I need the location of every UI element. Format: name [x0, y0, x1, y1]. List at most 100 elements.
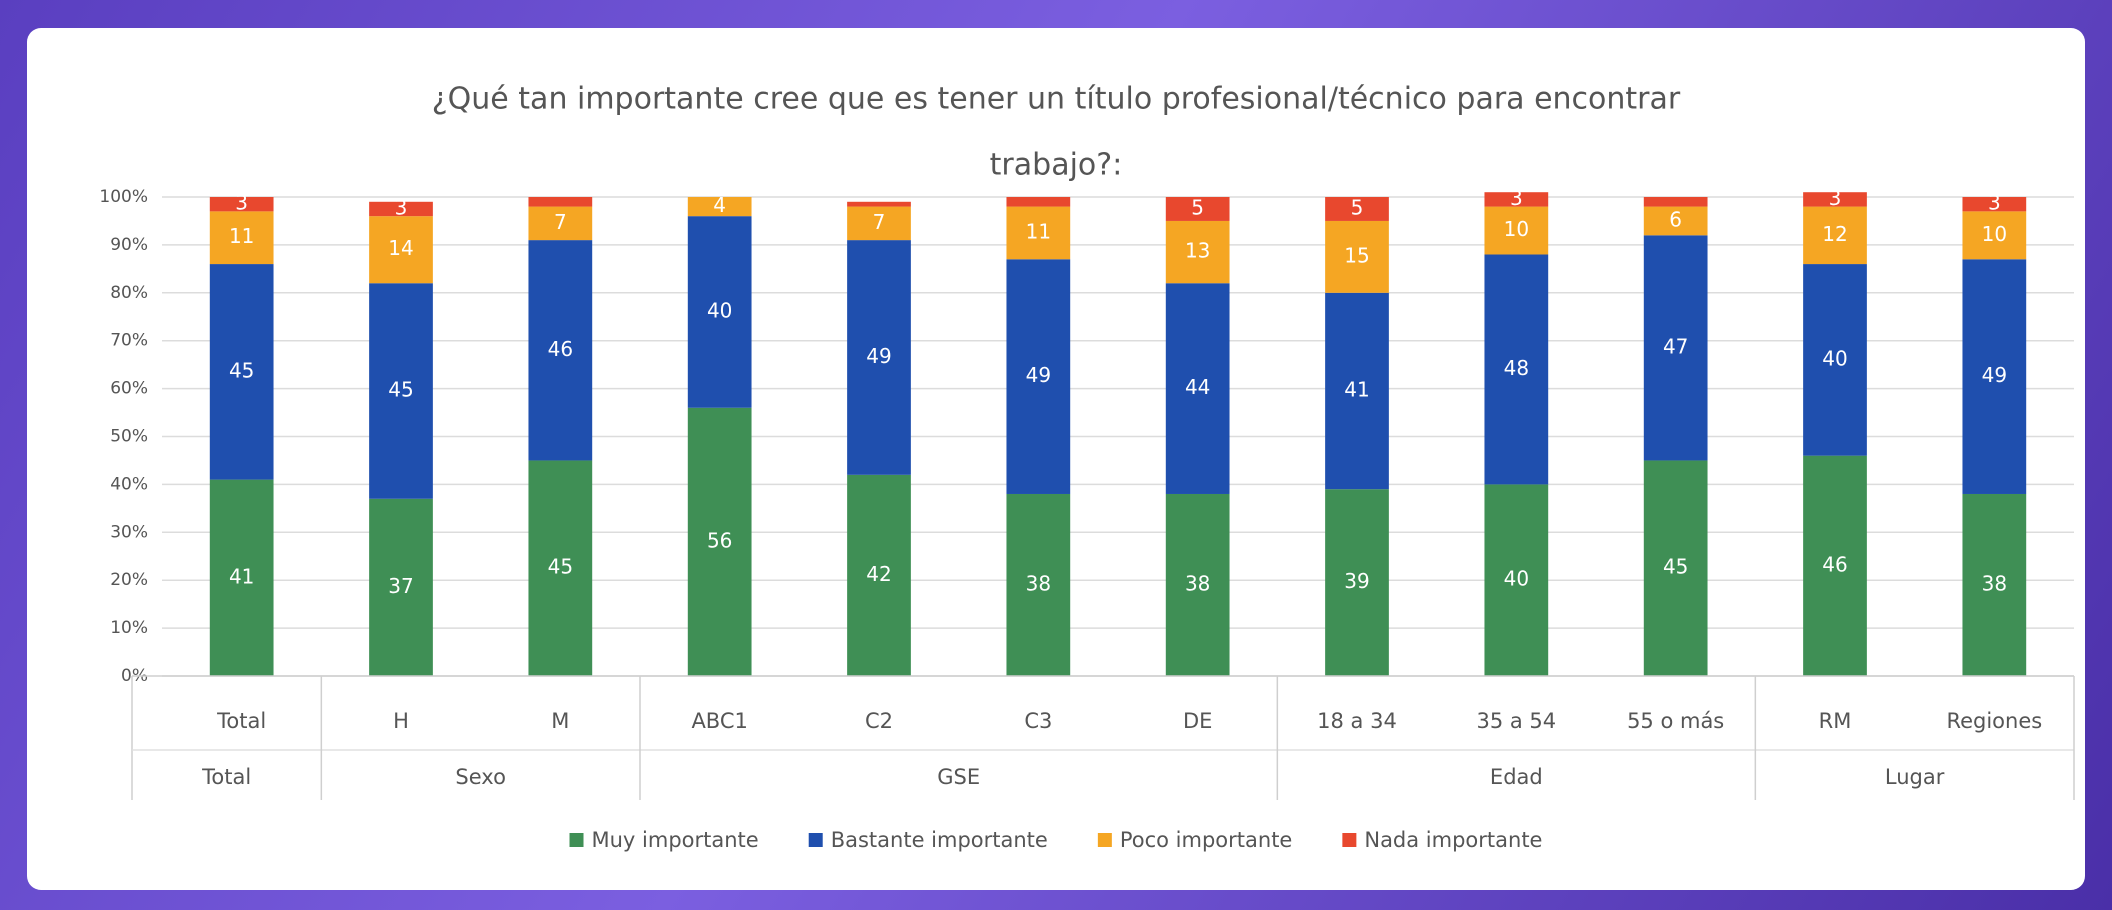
- group-label: Total: [201, 765, 251, 789]
- y-tick-label: 60%: [110, 379, 148, 399]
- bar-segment: [369, 498, 433, 676]
- data-label: 7: [554, 210, 567, 234]
- bar-segment: [1643, 206, 1708, 236]
- bar-segment: [847, 201, 911, 207]
- bar-segment: [369, 201, 433, 217]
- bar-segment: [1643, 197, 1708, 207]
- x-tick-label: 18 a 34: [1317, 709, 1397, 733]
- data-label: 38: [1982, 571, 2007, 595]
- data-label: 46: [1822, 552, 1847, 576]
- x-tick-label: 35 a 54: [1476, 709, 1556, 733]
- bar-segment: [687, 216, 752, 408]
- bar-segment: [1803, 206, 1867, 265]
- data-label: 42: [866, 562, 891, 586]
- data-label: 14: [388, 236, 413, 260]
- data-label: 13: [1185, 239, 1210, 263]
- data-label: 10: [1504, 217, 1529, 241]
- y-tick-label: 80%: [110, 283, 148, 303]
- data-label: 41: [1344, 377, 1369, 401]
- bar-segment: [209, 211, 274, 265]
- bar-segment: [528, 240, 593, 461]
- bar-segment: [687, 407, 752, 676]
- y-tick-label: 90%: [110, 235, 148, 255]
- bar-segment: [1006, 493, 1071, 676]
- bar-segment: [1962, 493, 2027, 676]
- x-tick-label: H: [393, 709, 409, 733]
- data-label: 49: [866, 344, 891, 368]
- bar-segment: [1484, 484, 1549, 676]
- bar-segment: [1006, 259, 1071, 494]
- data-label: 40: [1822, 346, 1847, 370]
- bar-segment: [1006, 206, 1071, 260]
- data-label: 41: [229, 564, 254, 588]
- bar-segment: [528, 460, 593, 676]
- data-label: 3: [1510, 186, 1523, 210]
- x-tick-label: RM: [1819, 709, 1852, 733]
- legend-swatch: [1097, 833, 1112, 847]
- y-tick-label: 100%: [99, 187, 148, 207]
- bar-segment: [528, 206, 593, 241]
- data-label: 4: [713, 193, 726, 217]
- data-label: 45: [229, 358, 254, 382]
- data-label: 47: [1663, 334, 1688, 358]
- chart-title: ¿Qué tan importante cree que es tener un…: [432, 82, 1681, 117]
- bar-segment: [209, 264, 274, 480]
- legend-swatch: [808, 833, 823, 847]
- x-tick-label: 55 o más: [1627, 709, 1724, 733]
- bar-segment: [1165, 283, 1230, 494]
- bar-segment: [369, 216, 433, 284]
- bar-segment: [847, 240, 911, 475]
- bar-segment: [687, 197, 752, 217]
- bar-segment: [847, 206, 911, 241]
- bar-segment: [1006, 197, 1071, 207]
- bar-segment: [847, 474, 911, 676]
- x-tick-label: C2: [865, 709, 893, 733]
- data-label: 3: [1829, 186, 1842, 210]
- bar-segment: [1484, 192, 1549, 207]
- bar-segment: [528, 197, 593, 207]
- group-label: GSE: [937, 765, 980, 789]
- data-label: 45: [388, 377, 413, 401]
- bar-segment: [209, 479, 274, 676]
- data-label: 49: [1982, 363, 2007, 387]
- bar-segment: [1962, 197, 2027, 212]
- bar-segment: [1962, 211, 2027, 260]
- legend-label: Nada importante: [1364, 828, 1542, 852]
- bar-segment: [1165, 197, 1230, 221]
- x-tick-label: DE: [1183, 709, 1212, 733]
- data-label: 46: [548, 337, 573, 361]
- bar-segment: [1165, 493, 1230, 676]
- data-label: 40: [1504, 567, 1529, 591]
- y-tick-label: 10%: [110, 618, 148, 638]
- y-tick-label: 20%: [110, 570, 148, 590]
- legend-swatch: [1342, 833, 1357, 847]
- legend-label: Poco importante: [1120, 828, 1293, 852]
- data-label: 5: [1191, 195, 1204, 219]
- data-label: 11: [1026, 219, 1051, 243]
- bar-segment: [1325, 489, 1389, 676]
- y-tick-label: 70%: [110, 331, 148, 351]
- bar-segment: [1643, 460, 1708, 676]
- data-label: 39: [1344, 569, 1369, 593]
- bar-segment: [1325, 197, 1389, 221]
- data-label: 37: [388, 574, 413, 598]
- x-tick-label: Total: [216, 709, 266, 733]
- x-tick-label: Regiones: [1946, 709, 2042, 733]
- y-tick-label: 40%: [110, 474, 148, 494]
- data-label: 3: [235, 191, 248, 215]
- data-label: 44: [1185, 375, 1210, 399]
- bar-segment: [1325, 220, 1389, 293]
- x-tick-label: C3: [1024, 709, 1052, 733]
- bar-segment: [1325, 292, 1389, 490]
- bar-segment: [1803, 264, 1867, 456]
- data-label: 3: [1988, 191, 2001, 215]
- data-label: 7: [873, 210, 886, 234]
- y-tick-label: 50%: [110, 427, 148, 447]
- bar-segment: [1643, 235, 1708, 461]
- chart-title: trabajo?:: [990, 148, 1123, 183]
- data-label: 6: [1669, 207, 1682, 231]
- bar-segment: [1484, 206, 1549, 255]
- data-label: 48: [1504, 356, 1529, 380]
- bar-segment: [1803, 455, 1867, 676]
- bar-segment: [369, 283, 433, 499]
